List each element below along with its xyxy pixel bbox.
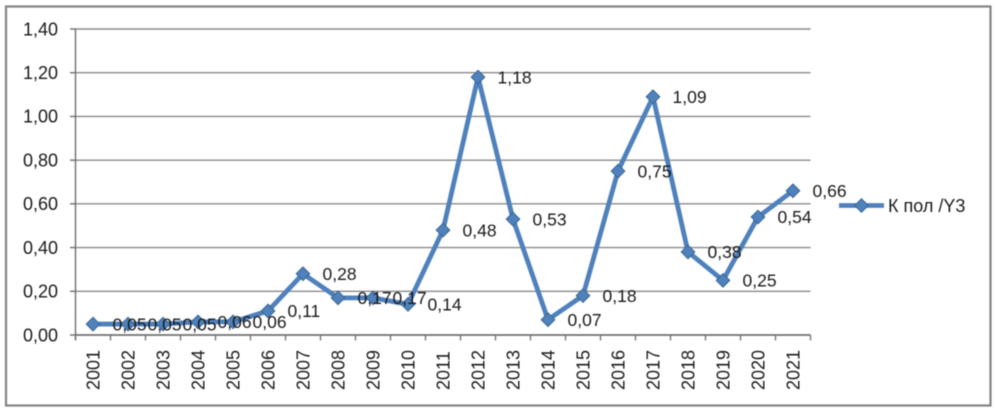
svg-text:0,07: 0,07 [568, 310, 602, 330]
svg-text:0,17: 0,17 [393, 288, 427, 308]
svg-text:2001: 2001 [84, 350, 104, 390]
svg-text:0,38: 0,38 [708, 242, 742, 262]
svg-text:0,18: 0,18 [603, 286, 637, 306]
svg-text:2002: 2002 [119, 350, 139, 390]
svg-text:2003: 2003 [154, 350, 174, 390]
svg-text:0,05: 0,05 [148, 314, 182, 334]
svg-text:0,11: 0,11 [288, 301, 321, 321]
svg-text:2015: 2015 [574, 350, 594, 390]
svg-text:2021: 2021 [784, 350, 804, 390]
svg-text:0,05: 0,05 [113, 314, 147, 334]
svg-text:2012: 2012 [469, 350, 489, 390]
svg-text:2006: 2006 [259, 350, 279, 390]
svg-text:2004: 2004 [189, 350, 209, 390]
svg-text:2016: 2016 [609, 350, 629, 390]
svg-text:2011: 2011 [434, 351, 454, 390]
svg-text:2019: 2019 [714, 350, 734, 390]
svg-text:2008: 2008 [329, 350, 349, 390]
svg-text:2005: 2005 [224, 350, 244, 390]
svg-text:0,53: 0,53 [533, 209, 567, 229]
svg-text:0,06: 0,06 [253, 312, 287, 332]
svg-text:1,40: 1,40 [23, 19, 58, 39]
svg-text:0,25: 0,25 [743, 271, 777, 291]
svg-text:1,20: 1,20 [23, 63, 58, 83]
svg-text:0,60: 0,60 [23, 194, 58, 214]
svg-text:2009: 2009 [364, 350, 384, 390]
svg-text:0,80: 0,80 [23, 150, 58, 170]
svg-text:0,06: 0,06 [218, 312, 252, 332]
svg-text:2020: 2020 [749, 350, 769, 390]
svg-text:1,18: 1,18 [498, 67, 532, 87]
svg-text:0,40: 0,40 [23, 238, 58, 258]
svg-text:1,09: 1,09 [673, 87, 707, 107]
svg-text:0,17: 0,17 [358, 288, 392, 308]
svg-text:2013: 2013 [504, 350, 524, 390]
svg-text:0,20: 0,20 [23, 282, 58, 302]
svg-text:0,66: 0,66 [813, 181, 847, 201]
svg-text:0,00: 0,00 [23, 325, 58, 345]
svg-text:0,48: 0,48 [463, 220, 497, 240]
svg-text:2010: 2010 [399, 350, 419, 390]
svg-text:0,28: 0,28 [323, 264, 357, 284]
svg-text:2018: 2018 [679, 350, 699, 390]
svg-text:2007: 2007 [294, 350, 314, 390]
svg-text:0,54: 0,54 [778, 207, 812, 227]
svg-text:К пол /Y3: К пол /Y3 [888, 196, 965, 216]
svg-text:2017: 2017 [644, 350, 664, 390]
svg-text:0,14: 0,14 [428, 295, 462, 315]
svg-text:2014: 2014 [539, 350, 559, 390]
svg-text:0,05: 0,05 [183, 314, 217, 334]
svg-text:1,00: 1,00 [23, 107, 58, 127]
svg-text:0,75: 0,75 [638, 161, 672, 181]
